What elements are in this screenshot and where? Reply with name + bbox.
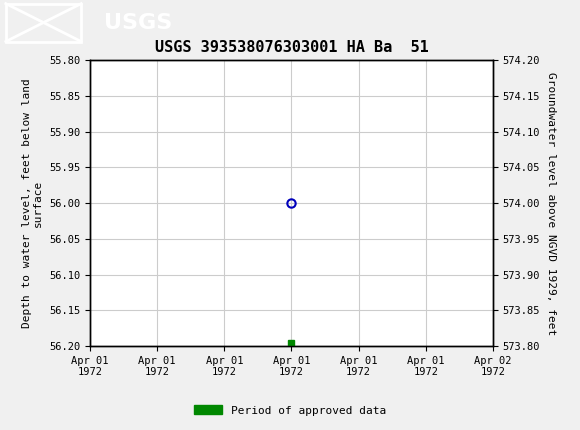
Text: USGS: USGS [104,12,173,33]
Y-axis label: Depth to water level, feet below land
surface: Depth to water level, feet below land su… [22,78,44,328]
Y-axis label: Groundwater level above NGVD 1929, feet: Groundwater level above NGVD 1929, feet [546,71,556,335]
Bar [6,3,81,42]
Title: USGS 393538076303001 HA Ba  51: USGS 393538076303001 HA Ba 51 [155,40,428,55]
Legend: Period of approved data: Period of approved data [190,401,390,420]
